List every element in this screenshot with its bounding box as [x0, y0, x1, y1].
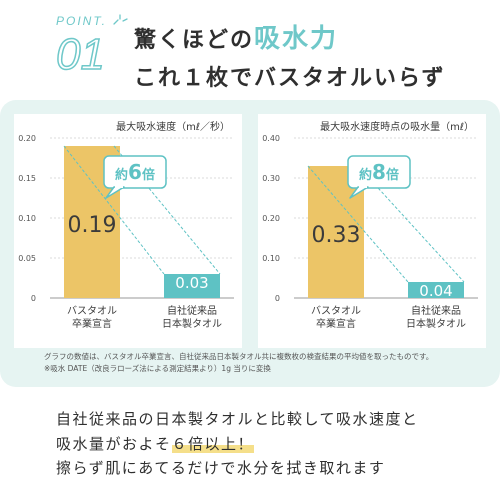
- callout-box: [347, 155, 411, 189]
- connector-line: [63, 145, 165, 275]
- body-line2-pre: 吸水量がおよそ: [56, 435, 172, 453]
- callout-text: 約8倍: [359, 160, 399, 184]
- chart-title: 最大吸水速度（mℓ／秒）: [116, 120, 230, 133]
- bar: [408, 282, 464, 298]
- headline-accent: 吸水力: [254, 24, 339, 54]
- tick-label: 0: [275, 294, 280, 303]
- category-label: バスタオル: [311, 305, 361, 317]
- category-label: 日本製タオル: [162, 317, 222, 330]
- headline-line2: これ１枚でバスタオルいらず: [134, 66, 446, 91]
- body-line2: 吸水量がおよそ６倍以上！: [56, 433, 255, 454]
- bar: [164, 274, 220, 298]
- tick-label: 0: [31, 294, 36, 303]
- category-label: 自社従来品: [411, 304, 461, 317]
- tick-label: 0.20: [262, 214, 280, 223]
- bar-value-label: 0.19: [68, 213, 117, 238]
- chart-footnote: ※吸水 DATE（改良ラローズ法による測定結果より）1g 当りに変換: [44, 364, 271, 373]
- chart-card-left: 最大吸水速度（mℓ／秒） 0.20 0.15 0.10 0.05 0 0.19 バスタオル 卒業…: [14, 114, 242, 348]
- bar-value-label: 0.33: [312, 223, 361, 248]
- tick-label: 0.20: [18, 134, 36, 143]
- category-label: バスタオル: [67, 305, 117, 317]
- tick-label: 0.15: [18, 174, 36, 183]
- callout-text: 約6倍: [115, 160, 155, 184]
- tick-label: 0.10: [262, 254, 280, 263]
- tick-label: 0.05: [18, 254, 36, 263]
- chart-title: 最大吸水速度時点の吸水量（mℓ）: [320, 120, 474, 133]
- bar-value-label: 0.04: [419, 282, 452, 300]
- chart-card-right: 最大吸水速度時点の吸水量（mℓ） 0.40 0.30 0.20 0.10 0 0.33 バスタ…: [258, 114, 486, 348]
- chart-volume: 最大吸水速度時点の吸水量（mℓ） 0.40 0.30 0.20 0.10 0 0.33 バスタ…: [262, 120, 478, 330]
- headline-line1-pre: 驚くほどの: [134, 28, 255, 53]
- sparkle-icon: [113, 14, 128, 25]
- point-label: POINT.: [56, 14, 107, 28]
- headline-line1: 驚くほどの吸水力: [134, 18, 338, 55]
- category-label: 卒業宣言: [72, 317, 112, 330]
- tick-label: 0.10: [18, 214, 36, 223]
- category-label: 日本製タオル: [406, 317, 466, 330]
- tick-label: 0.40: [262, 134, 280, 143]
- point-number: 01: [55, 29, 105, 80]
- connector-line: [307, 165, 409, 283]
- body-highlight: ６倍以上！: [171, 435, 255, 453]
- tick-label: 0.30: [262, 174, 280, 183]
- body-line3: 擦らず肌にあてるだけで水分を拭き取れます: [56, 459, 386, 477]
- callout-box: [103, 155, 167, 189]
- category-label: 自社従来品: [167, 304, 217, 317]
- chart-speed: 最大吸水速度（mℓ／秒） 0.20 0.15 0.10 0.05 0 0.19 バスタオル卒業…: [18, 120, 234, 330]
- body-line1: 自社従来品の日本製タオルと比較して吸水速度と: [56, 410, 419, 428]
- category-label: 卒業宣言: [316, 317, 356, 330]
- callout-bubble: 約8倍: [347, 155, 411, 199]
- chart-note: グラフの数値は、バスタオル卒業宣言、自社従来品日本製タオル共に複数枚の検査結果の…: [44, 352, 434, 361]
- bar-value-label: 0.03: [175, 274, 208, 292]
- callout-bubble: 約6倍: [103, 155, 167, 199]
